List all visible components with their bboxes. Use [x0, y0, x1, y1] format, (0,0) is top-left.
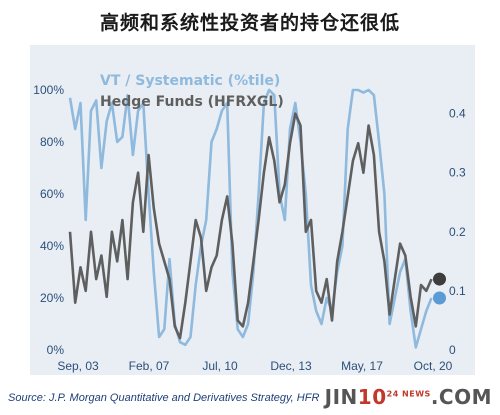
watermark-left: JIN: [324, 385, 358, 409]
plot-area: 0% 20% 40% 60% 80% 100% 0 0.1 0.2 0.3 0.4 Sep, 03 Fe…: [30, 45, 475, 375]
left-axis-tick-label: 100%: [33, 83, 64, 97]
x-axis-tick-label: Sep, 03: [57, 359, 99, 373]
end-marker-hedge-funds: [433, 272, 447, 286]
legend-entry-vt: VT / Systematic (%tile): [100, 73, 280, 89]
x-axis-tick-label: Feb, 07: [129, 359, 170, 373]
legend-entry-hedge-funds: Hedge Funds (HFRXGL): [100, 94, 284, 110]
left-axis-tick-label: 80%: [40, 135, 64, 149]
left-axis-tick-label: 0%: [47, 343, 65, 357]
x-axis-tick-label: May, 17: [341, 359, 383, 373]
source-note: Source: J.P. Morgan Quantitative and Der…: [8, 392, 320, 404]
jin10-watermark: JIN1024 NEWS.COM: [325, 385, 492, 409]
right-axis-tick-label: 0: [449, 343, 456, 357]
x-axis-tick-label: Oct, 20: [414, 359, 453, 373]
right-axis-tick-label: 0.4: [449, 107, 466, 121]
watermark-small: 24 NEWS: [386, 389, 431, 399]
chart-title: 高频和系统性投资者的持仓还很低: [99, 12, 400, 34]
line-chart: 0% 20% 40% 60% 80% 100% 0 0.1 0.2 0.3 0.4 Sep, 03 Fe…: [33, 73, 466, 373]
left-axis-tick-label: 40%: [40, 239, 64, 253]
right-axis-tick-label: 0.1: [449, 284, 466, 298]
series-line-hedge-funds: [68, 112, 433, 340]
left-axis-tick-label: 60%: [40, 187, 64, 201]
watermark-suffix: .COM: [430, 385, 492, 409]
end-marker-vt: [433, 291, 447, 305]
series-line-vt-systematic: [68, 88, 433, 349]
right-axis-tick-label: 0.2: [449, 225, 466, 239]
watermark-right: 10: [357, 385, 387, 409]
x-axis-tick-label: Jul, 10: [202, 359, 238, 373]
x-axis-tick-label: Dec, 13: [270, 359, 312, 373]
right-axis-tick-label: 0.3: [449, 166, 466, 180]
left-axis-tick-label: 20%: [40, 291, 64, 305]
